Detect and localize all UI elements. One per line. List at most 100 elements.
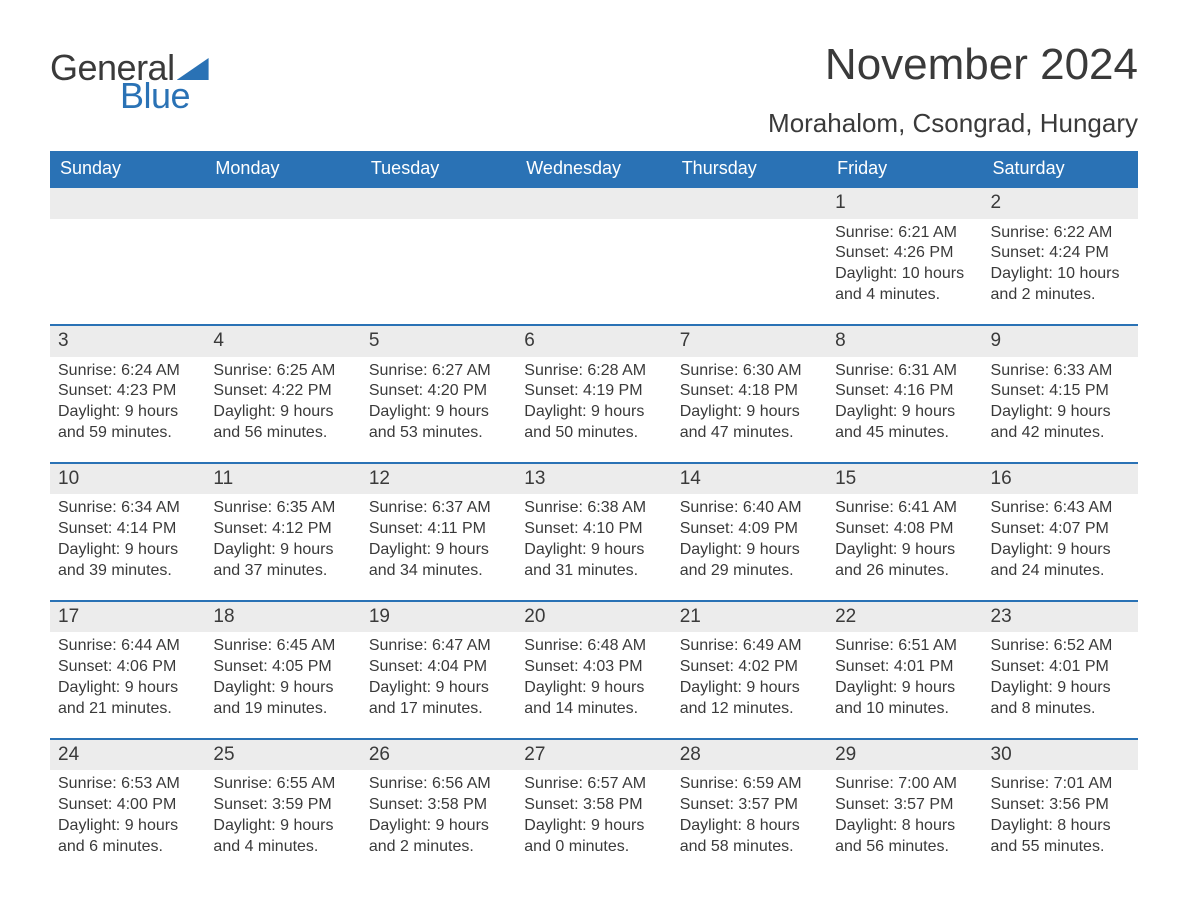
daylight-text: and 59 minutes. [58, 423, 197, 444]
sunrise-text: Sunrise: 6:45 AM [213, 636, 352, 657]
brand-blue: Blue [120, 78, 209, 114]
daylight-text: and 56 minutes. [835, 837, 974, 858]
day-header-row: Sunday Monday Tuesday Wednesday Thursday… [50, 151, 1138, 186]
daylight-text: and 4 minutes. [213, 837, 352, 858]
day-number: 23 [983, 602, 1138, 633]
daylight-text: and 31 minutes. [524, 561, 663, 582]
daylight-text: Daylight: 10 hours [835, 264, 974, 285]
day-number: 30 [983, 740, 1138, 771]
day-number: 5 [361, 326, 516, 357]
sunrise-text: Sunrise: 6:22 AM [991, 223, 1130, 244]
daylight-text: Daylight: 9 hours [680, 678, 819, 699]
day-header-fri: Friday [827, 151, 982, 186]
sunrise-text: Sunrise: 6:52 AM [991, 636, 1130, 657]
sunset-text: Sunset: 3:57 PM [835, 795, 974, 816]
daylight-text: Daylight: 9 hours [58, 402, 197, 423]
week-row: 17Sunrise: 6:44 AMSunset: 4:06 PMDayligh… [50, 600, 1138, 726]
day-cell-empty [516, 188, 671, 312]
daylight-text: Daylight: 9 hours [991, 402, 1130, 423]
sunrise-text: Sunrise: 6:53 AM [58, 774, 197, 795]
daylight-text: Daylight: 9 hours [524, 402, 663, 423]
day-cell: 7Sunrise: 6:30 AMSunset: 4:18 PMDaylight… [672, 326, 827, 450]
sunset-text: Sunset: 4:23 PM [58, 381, 197, 402]
day-number: 21 [672, 602, 827, 633]
day-cell: 4Sunrise: 6:25 AMSunset: 4:22 PMDaylight… [205, 326, 360, 450]
day-cell: 27Sunrise: 6:57 AMSunset: 3:58 PMDayligh… [516, 740, 671, 864]
daylight-text: Daylight: 9 hours [213, 816, 352, 837]
sunrise-text: Sunrise: 6:21 AM [835, 223, 974, 244]
sunset-text: Sunset: 3:56 PM [991, 795, 1130, 816]
daylight-text: Daylight: 9 hours [524, 816, 663, 837]
sunset-text: Sunset: 4:06 PM [58, 657, 197, 678]
calendar-page: General Blue November 2024 Morahalom, Cs… [0, 0, 1188, 913]
daylight-text: Daylight: 9 hours [524, 678, 663, 699]
day-number: 4 [205, 326, 360, 357]
day-number: 11 [205, 464, 360, 495]
day-cell-empty [205, 188, 360, 312]
daylight-text: and 4 minutes. [835, 285, 974, 306]
sunset-text: Sunset: 4:24 PM [991, 243, 1130, 264]
daylight-text: and 21 minutes. [58, 699, 197, 720]
day-cell: 19Sunrise: 6:47 AMSunset: 4:04 PMDayligh… [361, 602, 516, 726]
daylight-text: Daylight: 9 hours [58, 678, 197, 699]
daylight-text: Daylight: 8 hours [680, 816, 819, 837]
sunrise-text: Sunrise: 6:43 AM [991, 498, 1130, 519]
day-cell: 28Sunrise: 6:59 AMSunset: 3:57 PMDayligh… [672, 740, 827, 864]
daylight-text: Daylight: 9 hours [991, 678, 1130, 699]
day-header-thu: Thursday [672, 151, 827, 186]
daylight-text: and 29 minutes. [680, 561, 819, 582]
day-cell: 23Sunrise: 6:52 AMSunset: 4:01 PMDayligh… [983, 602, 1138, 726]
daylight-text: and 0 minutes. [524, 837, 663, 858]
day-header-wed: Wednesday [516, 151, 671, 186]
daylight-text: Daylight: 9 hours [835, 402, 974, 423]
day-number [205, 188, 360, 219]
sunset-text: Sunset: 4:08 PM [835, 519, 974, 540]
day-number: 26 [361, 740, 516, 771]
week-row: 24Sunrise: 6:53 AMSunset: 4:00 PMDayligh… [50, 738, 1138, 864]
day-cell: 18Sunrise: 6:45 AMSunset: 4:05 PMDayligh… [205, 602, 360, 726]
day-cell: 30Sunrise: 7:01 AMSunset: 3:56 PMDayligh… [983, 740, 1138, 864]
weeks-container: 1Sunrise: 6:21 AMSunset: 4:26 PMDaylight… [50, 186, 1138, 863]
daylight-text: and 12 minutes. [680, 699, 819, 720]
daylight-text: and 26 minutes. [835, 561, 974, 582]
day-cell: 11 Sunrise: 6:35 AMSunset: 4:12 PMDayligh… [205, 464, 360, 588]
day-number: 15 [827, 464, 982, 495]
daylight-text: and 14 minutes. [524, 699, 663, 720]
location: Morahalom, Csongrad, Hungary [768, 108, 1138, 139]
sunset-text: Sunset: 4:03 PM [524, 657, 663, 678]
sunset-text: Sunset: 4:19 PM [524, 381, 663, 402]
day-cell-empty [361, 188, 516, 312]
sunrise-text: Sunrise: 6:28 AM [524, 361, 663, 382]
sunset-text: Sunset: 3:58 PM [524, 795, 663, 816]
day-number [50, 188, 205, 219]
sunrise-text: Sunrise: 6:34 AM [58, 498, 197, 519]
daylight-text: and 53 minutes. [369, 423, 508, 444]
day-number: 29 [827, 740, 982, 771]
day-number: 16 [983, 464, 1138, 495]
day-cell: 26Sunrise: 6:56 AMSunset: 3:58 PMDayligh… [361, 740, 516, 864]
day-cell: 20Sunrise: 6:48 AMSunset: 4:03 PMDayligh… [516, 602, 671, 726]
daylight-text: Daylight: 9 hours [213, 540, 352, 561]
sunset-text: Sunset: 3:59 PM [213, 795, 352, 816]
sunrise-text: Sunrise: 6:30 AM [680, 361, 819, 382]
sunset-text: Sunset: 4:00 PM [58, 795, 197, 816]
sunset-text: Sunset: 4:12 PM [213, 519, 352, 540]
day-cell: 17Sunrise: 6:44 AMSunset: 4:06 PMDayligh… [50, 602, 205, 726]
daylight-text: and 8 minutes. [991, 699, 1130, 720]
sunrise-text: Sunrise: 6:51 AM [835, 636, 974, 657]
sunrise-text: Sunrise: 6:56 AM [369, 774, 508, 795]
day-number: 20 [516, 602, 671, 633]
day-cell-empty [672, 188, 827, 312]
daylight-text: and 50 minutes. [524, 423, 663, 444]
daylight-text: and 58 minutes. [680, 837, 819, 858]
day-cell: 5Sunrise: 6:27 AMSunset: 4:20 PMDaylight… [361, 326, 516, 450]
day-header-sat: Saturday [983, 151, 1138, 186]
day-number [672, 188, 827, 219]
daylight-text: Daylight: 10 hours [991, 264, 1130, 285]
daylight-text: and 55 minutes. [991, 837, 1130, 858]
sunset-text: Sunset: 4:10 PM [524, 519, 663, 540]
sunrise-text: Sunrise: 6:25 AM [213, 361, 352, 382]
sunrise-text: Sunrise: 6:35 AM [213, 498, 352, 519]
day-cell: 8Sunrise: 6:31 AMSunset: 4:16 PMDaylight… [827, 326, 982, 450]
daylight-text: and 37 minutes. [213, 561, 352, 582]
